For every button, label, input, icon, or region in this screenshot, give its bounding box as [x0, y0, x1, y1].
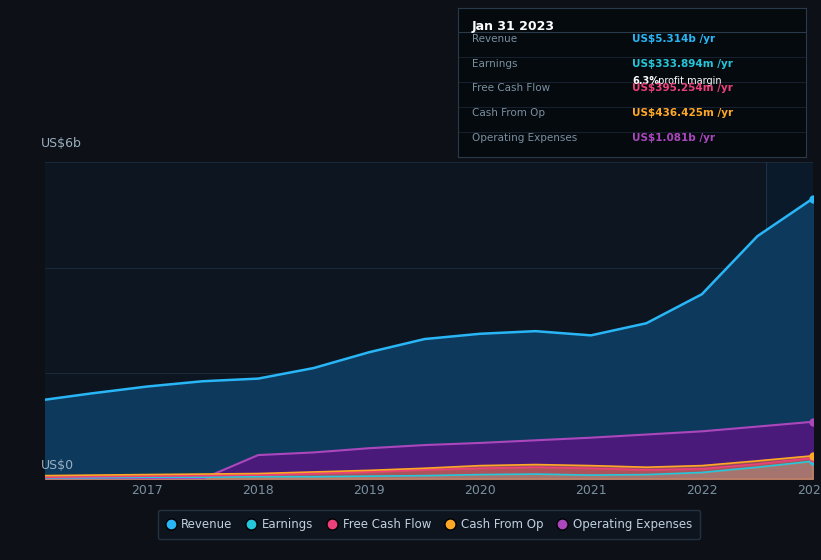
Text: US$333.894m /yr: US$333.894m /yr [632, 59, 733, 68]
Text: US$436.425m /yr: US$436.425m /yr [632, 109, 733, 118]
Text: Earnings: Earnings [472, 59, 517, 68]
Bar [766, 162, 813, 479]
Text: US$1.081b /yr: US$1.081b /yr [632, 133, 715, 143]
Text: US$395.254m /yr: US$395.254m /yr [632, 83, 733, 94]
Text: Jan 31 2023: Jan 31 2023 [472, 20, 555, 33]
Text: Cash From Op: Cash From Op [472, 109, 545, 118]
Text: US$6b: US$6b [41, 137, 82, 150]
Text: Revenue: Revenue [472, 34, 517, 44]
Text: 6.3%: 6.3% [632, 76, 659, 86]
Text: Operating Expenses: Operating Expenses [472, 133, 577, 143]
Text: US$0: US$0 [41, 459, 75, 473]
Text: US$5.314b /yr: US$5.314b /yr [632, 34, 715, 44]
Legend: Revenue, Earnings, Free Cash Flow, Cash From Op, Operating Expenses: Revenue, Earnings, Free Cash Flow, Cash … [158, 510, 700, 539]
Text: profit margin: profit margin [655, 76, 722, 86]
Text: Free Cash Flow: Free Cash Flow [472, 83, 550, 94]
